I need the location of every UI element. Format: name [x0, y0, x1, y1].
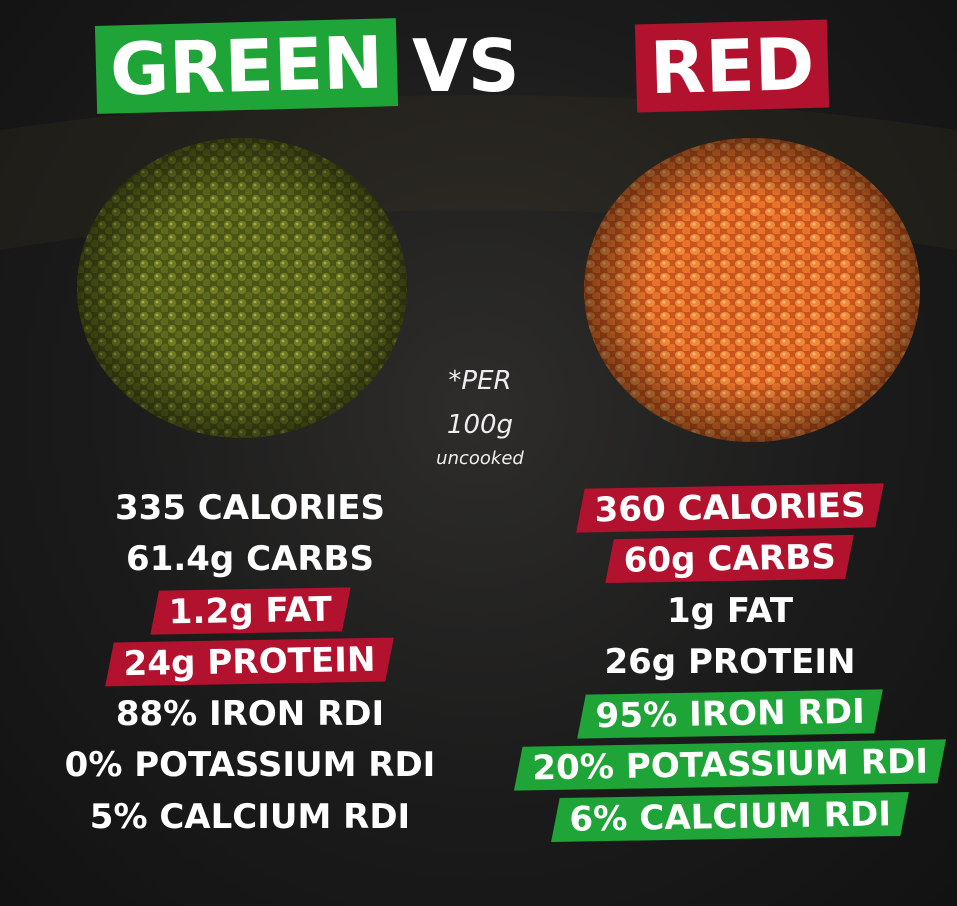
row: 1g FAT: [500, 585, 957, 637]
nutrient: 5% CALCIUM RDI: [76, 795, 424, 839]
row: 88% IRON RDI: [20, 688, 480, 740]
nutrient-text: 0% POTASSIUM RDI: [64, 745, 436, 786]
highlighted-nutrient: 24g PROTEIN: [105, 637, 395, 687]
nutrient-text: 61.4g CARBS: [126, 539, 374, 580]
nutrient-text: 335 CALORIES: [115, 487, 385, 528]
nutrient-text: 1.2g FAT: [168, 589, 332, 633]
highlighted-nutrient: 60g CARBS: [605, 535, 855, 584]
title-green: GREEN: [94, 18, 399, 114]
highlighted-nutrient: 95% IRON RDI: [577, 689, 883, 739]
row: 60g CARBS: [500, 534, 957, 586]
row: 360 CALORIES: [500, 482, 957, 534]
nutrient: 88% IRON RDI: [102, 692, 398, 736]
left-list: 335 CALORIES 61.4g CARBS 1.2g FAT 24g PROTE…: [20, 482, 480, 843]
row: 61.4g CARBS: [20, 534, 480, 586]
note-state: uncooked: [436, 448, 524, 469]
nutrient-text: 26g PROTEIN: [604, 642, 856, 683]
title-right: RED: [634, 19, 830, 113]
nutrient: 0% POTASSIUM RDI: [51, 743, 450, 787]
nutrient-text: 24g PROTEIN: [123, 640, 377, 685]
note-per: *PER: [448, 366, 512, 396]
nutrient-text: 360 CALORIES: [594, 485, 866, 531]
highlighted-nutrient: 360 CALORIES: [576, 483, 884, 533]
highlighted-nutrient: 6% CALCIUM RDI: [550, 791, 910, 842]
nutrient: 335 CALORIES: [101, 486, 399, 530]
nutrient-text: 88% IRON RDI: [115, 693, 385, 734]
row: 1.2g FAT: [20, 585, 480, 637]
highlighted-nutrient: 1.2g FAT: [150, 587, 350, 635]
right-list: 360 CALORIES 60g CARBS 1g FAT 26g PROTEIN 95…: [500, 482, 957, 843]
row: 6% CALCIUM RDI: [500, 791, 957, 843]
nutrient-text: 5% CALCIUM RDI: [89, 796, 411, 837]
note-amount: 100g: [446, 410, 514, 440]
highlighted-nutrient: 20% POTASSIUM RDI: [513, 739, 947, 791]
title-vs: VS: [412, 24, 520, 108]
nutrient: 61.4g CARBS: [112, 537, 388, 581]
row: 5% CALCIUM RDI: [20, 791, 480, 843]
title-red: RED: [634, 19, 830, 113]
row: 95% IRON RDI: [500, 688, 957, 740]
nutrient-text: 60g CARBS: [623, 537, 837, 582]
row: 26g PROTEIN: [500, 637, 957, 689]
nutrient: 26g PROTEIN: [590, 640, 869, 684]
row: 24g PROTEIN: [20, 637, 480, 689]
nutrient-text: 1g FAT: [666, 590, 794, 631]
row: 335 CALORIES: [20, 482, 480, 534]
row: 20% POTASSIUM RDI: [500, 739, 957, 792]
nutrient-text: 6% CALCIUM RDI: [568, 794, 892, 840]
nutrient-text: 20% POTASSIUM RDI: [531, 741, 929, 789]
row: 0% POTASSIUM RDI: [20, 740, 480, 792]
nutrient-text: 95% IRON RDI: [595, 691, 865, 737]
nutrient: 1g FAT: [653, 589, 807, 633]
title-left: GREEN: [94, 18, 399, 114]
